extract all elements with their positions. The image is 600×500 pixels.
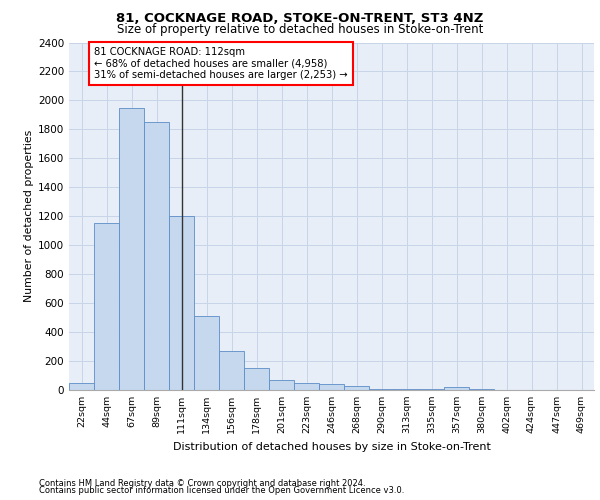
Bar [269, 380, 294, 390]
Text: Size of property relative to detached houses in Stoke-on-Trent: Size of property relative to detached ho… [117, 24, 483, 36]
Bar [319, 384, 344, 390]
Bar [244, 368, 269, 390]
Bar [219, 351, 244, 390]
Bar [369, 389, 394, 390]
Bar [169, 216, 194, 390]
Bar [294, 383, 319, 390]
Bar [69, 383, 94, 390]
Text: 81 COCKNAGE ROAD: 112sqm
← 68% of detached houses are smaller (4,958)
31% of sem: 81 COCKNAGE ROAD: 112sqm ← 68% of detach… [94, 47, 347, 80]
Bar [469, 389, 494, 390]
Text: Contains HM Land Registry data © Crown copyright and database right 2024.: Contains HM Land Registry data © Crown c… [39, 478, 365, 488]
X-axis label: Distribution of detached houses by size in Stoke-on-Trent: Distribution of detached houses by size … [173, 442, 490, 452]
Text: Contains public sector information licensed under the Open Government Licence v3: Contains public sector information licen… [39, 486, 404, 495]
Bar [444, 387, 469, 390]
Bar [394, 389, 419, 390]
Bar [194, 316, 219, 390]
Bar [119, 108, 144, 390]
Bar [344, 386, 369, 390]
Y-axis label: Number of detached properties: Number of detached properties [24, 130, 34, 302]
Text: 81, COCKNAGE ROAD, STOKE-ON-TRENT, ST3 4NZ: 81, COCKNAGE ROAD, STOKE-ON-TRENT, ST3 4… [116, 12, 484, 26]
Bar [144, 122, 169, 390]
Bar [94, 224, 119, 390]
